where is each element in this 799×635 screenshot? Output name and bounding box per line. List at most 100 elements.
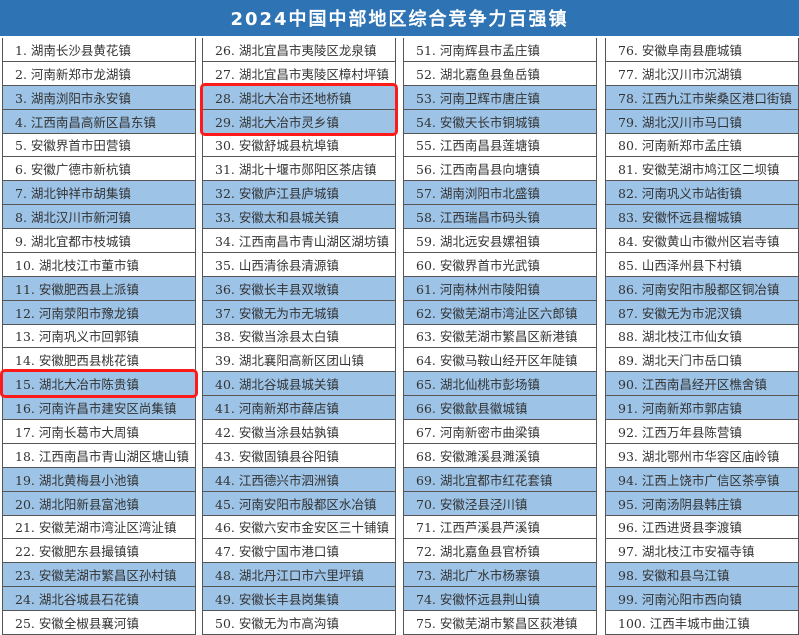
table-row: 20. 湖北阳新县富池镇 (3, 491, 195, 516)
table-row: 62. 安徽芜湖市湾沚区六郎镇 (404, 300, 596, 325)
table-row: 28. 湖北大冶市还地桥镇 (203, 85, 395, 110)
table-row: 97. 湖北枝江市安福寺镇 (606, 539, 798, 564)
table-row: 69. 湖北宜都市红花套镇 (404, 467, 596, 492)
table-row: 90. 江西南昌经开区樵舍镇 (606, 372, 798, 397)
table-row: 7. 湖北钟祥市胡集镇 (3, 181, 195, 206)
table-column-4: 76. 安徽阜南县鹿城镇 77. 湖北汉川市沉湖镇 78. 江西九江市柴桑区港口街镇… (605, 38, 799, 635)
table-row: 95. 河南汤阴县韩庄镇 (606, 491, 798, 516)
table-row: 17. 河南长葛市大周镇 (3, 420, 195, 444)
table-row: 61. 河南林州市陵阳镇 (404, 276, 596, 301)
table-row: 38. 安徽当涂县太白镇 (203, 324, 395, 349)
table-row: 57. 湖南浏阳市北盛镇 (404, 181, 596, 206)
table-row: 1. 湖南长沙县黄花镇 (3, 38, 195, 62)
table-column-2: 26. 湖北宜昌市夷陵区龙泉镇 27. 湖北宜昌市夷陵区樟村坪镇 28. 湖北大冶市… (202, 38, 396, 635)
table-row: 80. 河南新郑市孟庄镇 (606, 133, 798, 158)
table-row: 29. 湖北大冶市灵乡镇 (203, 109, 395, 134)
table-row: 73. 湖北广水市杨寨镇 (404, 563, 596, 588)
table-row: 89. 湖北天门市岳口镇 (606, 348, 798, 373)
table-row: 3. 湖南浏阳市永安镇 (3, 85, 195, 110)
table-row: 82. 河南巩义市站街镇 (606, 181, 798, 206)
table-column-1: 1. 湖南长沙县黄花镇 2. 河南新郑市龙湖镇 3. 湖南浏阳市永安镇 4. 江西南昌… (2, 38, 196, 635)
table-row: 100. 江西丰城市曲江镇 (606, 611, 798, 635)
table-row: 55. 江西南昌县莲塘镇 (404, 133, 596, 158)
table-row: 32. 安徽庐江县庐城镇 (203, 181, 395, 206)
table-row: 49. 安徽长丰县岗集镇 (203, 587, 395, 611)
table-row: 77. 湖北汉川市沉湖镇 (606, 61, 798, 86)
table-row: 40. 湖北谷城县城关镇 (203, 372, 395, 397)
table-row: 78. 江西九江市柴桑区港口街镇 (606, 85, 798, 110)
table-row: 85. 山西泽州县下村镇 (606, 252, 798, 277)
table-row: 91. 河南新郑市郭店镇 (606, 396, 798, 420)
table-row: 83. 安徽怀远县榴城镇 (606, 205, 798, 229)
table-row: 92. 江西万年县陈营镇 (606, 420, 798, 444)
table-row: 12. 河南荥阳市豫龙镇 (3, 300, 195, 325)
table-row: 16. 河南许昌市建安区尚集镇 (3, 396, 195, 420)
table-row: 60. 安徽界首市光武镇 (404, 252, 596, 277)
table-row: 52. 湖北嘉鱼县鱼岳镇 (404, 61, 596, 86)
table-row: 36. 安徽长丰县双墩镇 (203, 276, 395, 301)
table-row: 47. 安徽宁国市港口镇 (203, 539, 395, 564)
table-row: 9. 湖北宜都市枝城镇 (3, 229, 195, 253)
table-row: 11. 安徽肥西县上派镇 (3, 276, 195, 301)
table-row: 45. 河南安阳市殷都区水冶镇 (203, 491, 395, 516)
table-row: 84. 安徽黄山市徽州区岩寺镇 (606, 229, 798, 253)
table-row: 75. 安徽芜湖市繁昌区荻港镇 (404, 611, 596, 635)
table-row: 94. 江西上饶市广信区茶亭镇 (606, 467, 798, 492)
table-row: 37. 安徽无为市无城镇 (203, 300, 395, 325)
table-row: 64. 安徽马鞍山经开区年陡镇 (404, 348, 596, 373)
table-row: 35. 山西清徐县清源镇 (203, 252, 395, 277)
table-row: 19. 湖北黄梅县小池镇 (3, 467, 195, 492)
table-row: 56. 江西南昌县向塘镇 (404, 157, 596, 182)
table-row: 96. 江西进贤县李渡镇 (606, 515, 798, 540)
table-row: 86. 河南安阳市殷都区铜冶镇 (606, 276, 798, 301)
table-row: 8. 湖北汉川市新河镇 (3, 205, 195, 229)
table-row: 71. 江西芦溪县芦溪镇 (404, 515, 596, 540)
table-row: 13. 河南巩义市回郭镇 (3, 324, 195, 349)
table-row: 22. 安徽肥东县撮镇镇 (3, 539, 195, 564)
page-title: 2024中国中部地区综合竞争力百强镇 (0, 0, 799, 36)
table-row: 6. 安徽广德市新杭镇 (3, 157, 195, 182)
table-row: 15. 湖北大冶市陈贵镇 (3, 372, 195, 397)
table-row: 79. 湖北汉川市马口镇 (606, 109, 798, 134)
table-column-3: 51. 河南辉县市孟庄镇 52. 湖北嘉鱼县鱼岳镇 53. 河南卫辉市唐庄镇 54. … (403, 38, 597, 635)
table-row: 2. 河南新郑市龙湖镇 (3, 61, 195, 86)
table-row: 63. 安徽芜湖市繁昌区新港镇 (404, 324, 596, 349)
table-row: 23. 安徽芜湖市繁昌区孙村镇 (3, 563, 195, 588)
table-row: 87. 安徽无为市泥汊镇 (606, 300, 798, 325)
table-row: 34. 江西南昌市青山湖区湖坊镇 (203, 229, 395, 253)
table-row: 59. 湖北远安县嫘祖镇 (404, 229, 596, 253)
table-row: 42. 安徽当涂县姑孰镇 (203, 420, 395, 444)
table-row: 43. 安徽固镇县谷阳镇 (203, 443, 395, 468)
table-row: 76. 安徽阜南县鹿城镇 (606, 38, 798, 62)
table-row: 26. 湖北宜昌市夷陵区龙泉镇 (203, 38, 395, 62)
table-row: 50. 安徽无为市高沟镇 (203, 611, 395, 635)
table-row: 39. 湖北襄阳高新区团山镇 (203, 348, 395, 373)
table-row: 72. 湖北嘉鱼县官桥镇 (404, 539, 596, 564)
table-row: 58. 江西瑞昌市码头镇 (404, 205, 596, 229)
table-row: 74. 安徽怀远县荆山镇 (404, 587, 596, 611)
table-row: 24. 湖北谷城县石花镇 (3, 587, 195, 611)
table-row: 44. 江西德兴市泗洲镇 (203, 467, 395, 492)
table-row: 53. 河南卫辉市唐庄镇 (404, 85, 596, 110)
table-row: 18. 江西南昌市青山湖区塘山镇 (3, 443, 195, 468)
table-row: 98. 安徽和县乌江镇 (606, 563, 798, 588)
table-row: 25. 安徽全椒县襄河镇 (3, 611, 195, 635)
table-row: 14. 安徽肥西县桃花镇 (3, 348, 195, 373)
table-row: 31. 湖北十堰市郧阳区茶店镇 (203, 157, 395, 182)
table-row: 5. 安徽界首市田营镇 (3, 133, 195, 158)
table-row: 54. 安徽天长市铜城镇 (404, 109, 596, 134)
table-row: 51. 河南辉县市孟庄镇 (404, 38, 596, 62)
table-row: 68. 安徽濉溪县濉溪镇 (404, 443, 596, 468)
table-row: 4. 江西南昌高新区昌东镇 (3, 109, 195, 134)
table-row: 30. 安徽舒城县杭埠镇 (203, 133, 395, 158)
table-row: 48. 湖北丹江口市六里坪镇 (203, 563, 395, 588)
table-row: 93. 湖北鄂州市华容区庙岭镇 (606, 443, 798, 468)
table-row: 10. 湖北枝江市董市镇 (3, 252, 195, 277)
table-row: 65. 湖北仙桃市彭场镇 (404, 372, 596, 397)
table-row: 67. 河南新密市曲梁镇 (404, 420, 596, 444)
table-row: 41. 河南新郑市薛店镇 (203, 396, 395, 420)
table-row: 88. 湖北枝江市仙女镇 (606, 324, 798, 349)
table-row: 46. 安徽六安市金安区三十铺镇 (203, 515, 395, 540)
table-row: 21. 安徽芜湖市湾沚区湾沚镇 (3, 515, 195, 540)
table-row: 99. 河南沁阳市西向镇 (606, 587, 798, 611)
